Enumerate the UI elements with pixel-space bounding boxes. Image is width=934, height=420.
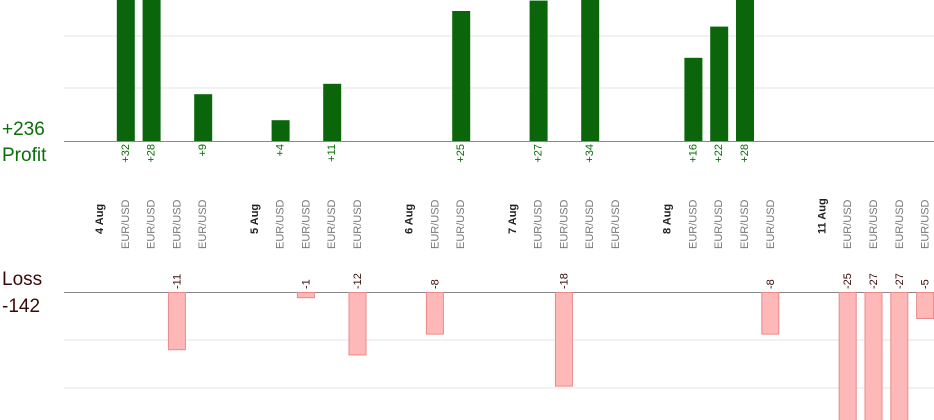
grid-lines [64,35,934,389]
profit-value-label: +16 [687,144,699,163]
loss-value-label: -27 [868,273,880,289]
profit-value-label: +34 [584,144,596,163]
pair-label: EUR/USD [920,199,932,249]
date-label: 7 Aug [507,204,519,234]
loss-bar [167,292,186,351]
profit-value-label: +25 [455,144,467,163]
profit-value-label: +22 [713,144,725,163]
pair-label: EUR/USD [558,199,570,249]
loss-value-label: -25 [842,273,854,289]
profit-bar [529,0,548,141]
profit-value-label: +32 [120,144,132,163]
pair-label: EUR/USD [610,199,622,249]
profit-bar [271,120,290,141]
pair-label: EUR/USD [300,199,312,249]
pair-label: EUR/USD [275,199,287,249]
loss-bar [348,292,367,356]
profit-bar [116,0,135,141]
loss-bar [916,292,934,319]
date-label: 4 Aug [94,204,106,234]
pair-label: EUR/USD [713,199,725,249]
profit-bar [194,94,213,141]
loss-bar [425,292,444,335]
profit-bar [710,26,729,142]
loss-bar [890,292,909,420]
pair-label: EUR/USD [120,199,132,249]
profit-bar [684,57,703,141]
date-label: 8 Aug [662,204,674,234]
pair-label: EUR/USD [584,199,596,249]
profit-bar [581,0,600,142]
profit-bar [736,0,754,142]
loss-label: Loss [2,269,43,290]
pair-label: EUR/USD [868,199,880,249]
pair-label: EUR/USD [842,199,854,249]
loss-bar [761,292,780,335]
loss-value-label: -12 [352,273,364,289]
loss-value-label: -8 [765,279,777,289]
loss-value-label: -5 [920,279,932,289]
profit-value-label: +28 [146,144,158,163]
profit-bar [142,0,161,142]
bars [116,0,934,420]
loss-value-label: -8 [429,279,441,289]
pair-label: EUR/USD [739,199,751,249]
profit-value-label: +4 [275,144,287,157]
profit-value-label: +27 [533,144,545,163]
loss-value-label: -27 [894,273,906,289]
profit-bar [452,11,471,141]
pair-label: EUR/USD [197,199,209,249]
pair-label: EUR/USD [894,199,906,249]
pair-label: EUR/USD [687,199,699,249]
category-labels: 4 Aug 5 Aug 6 Aug 7 Aug 8 Aug 11 Aug EUR/USD EU… [94,198,932,249]
pair-label: EUR/USD [326,199,338,249]
loss-bar [864,292,883,420]
pair-label: EUR/USD [455,199,467,249]
date-label: 6 Aug [404,204,416,234]
profit-value-label: +28 [739,144,751,163]
date-label: 5 Aug [249,204,261,234]
pair-label: EUR/USD [533,199,545,249]
profit-bar [323,83,342,141]
pair-label: EUR/USD [765,199,777,249]
date-label: 11 Aug [816,198,828,234]
pair-label: EUR/USD [429,199,441,249]
loss-value-label: -11 [171,274,183,289]
value-labels: +32 +28 -11 +9 +4 -1 +11 -12 -8 +25 +27 -18 +34 +16 +2… [120,144,932,289]
loss-bar [296,292,315,299]
profit-total: +236 [2,119,45,140]
loss-bar [838,292,857,420]
profit-value-label: +9 [197,144,209,157]
pair-label: EUR/USD [352,199,364,249]
pair-label: EUR/USD [171,199,183,249]
loss-value-label: -1 [300,279,312,289]
profit-value-label: +11 [326,144,338,162]
loss-bar [554,292,573,387]
profit-label: Profit [2,145,47,166]
pair-label: EUR/USD [146,199,158,249]
loss-total: -142 [2,296,41,317]
loss-value-label: -18 [558,273,570,289]
